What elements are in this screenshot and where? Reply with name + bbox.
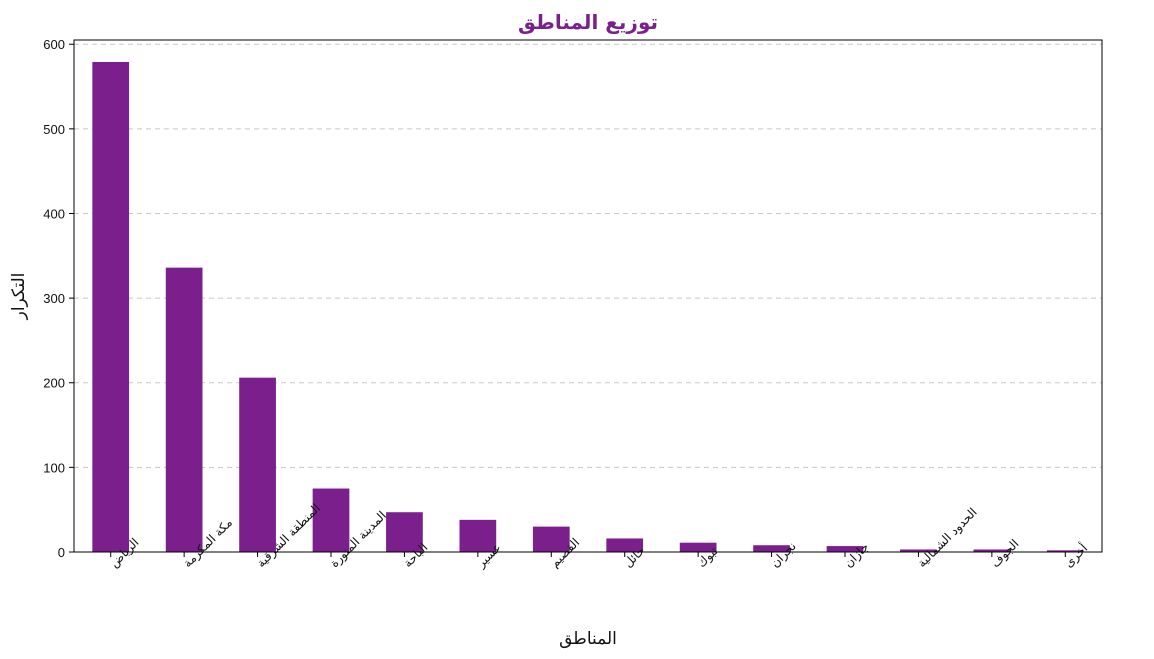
bar (1046, 550, 1084, 552)
y-axis-label: التكرار (9, 273, 29, 321)
bar (92, 62, 130, 553)
x-tick-label: أخرى (1061, 541, 1091, 571)
bars (92, 62, 1084, 553)
x-tick-label: جازان (841, 540, 872, 571)
bar (753, 545, 790, 552)
x-tick-label: نجران (768, 539, 800, 571)
bar (386, 512, 423, 552)
gridlines (74, 43, 1102, 553)
x-tick-label: الجوف (988, 537, 1022, 571)
y-tick-label: 600 (43, 37, 65, 52)
bar (532, 526, 570, 552)
bar (312, 488, 350, 552)
bar (826, 546, 864, 552)
bar (973, 549, 1011, 552)
bar (165, 267, 203, 552)
bar (459, 519, 497, 552)
plot-frame (73, 39, 1103, 553)
y-axis: 0 100 200 300 400 500 600 (43, 37, 74, 560)
y-tick-label: 200 (43, 376, 65, 391)
y-tick-label: 500 (43, 122, 65, 137)
chart-title: توزيع المناطق (518, 10, 658, 34)
bar (900, 549, 937, 552)
y-tick-label: 400 (43, 206, 65, 221)
bar (239, 377, 276, 552)
bar (679, 542, 717, 552)
bar (606, 538, 644, 552)
x-tick-label: الحدود الشمالية (915, 505, 981, 571)
y-tick-label: 0 (58, 545, 65, 560)
y-tick-label: 100 (43, 460, 65, 475)
y-tick-label: 300 (43, 291, 65, 306)
x-axis-label: المناطق (559, 629, 617, 649)
